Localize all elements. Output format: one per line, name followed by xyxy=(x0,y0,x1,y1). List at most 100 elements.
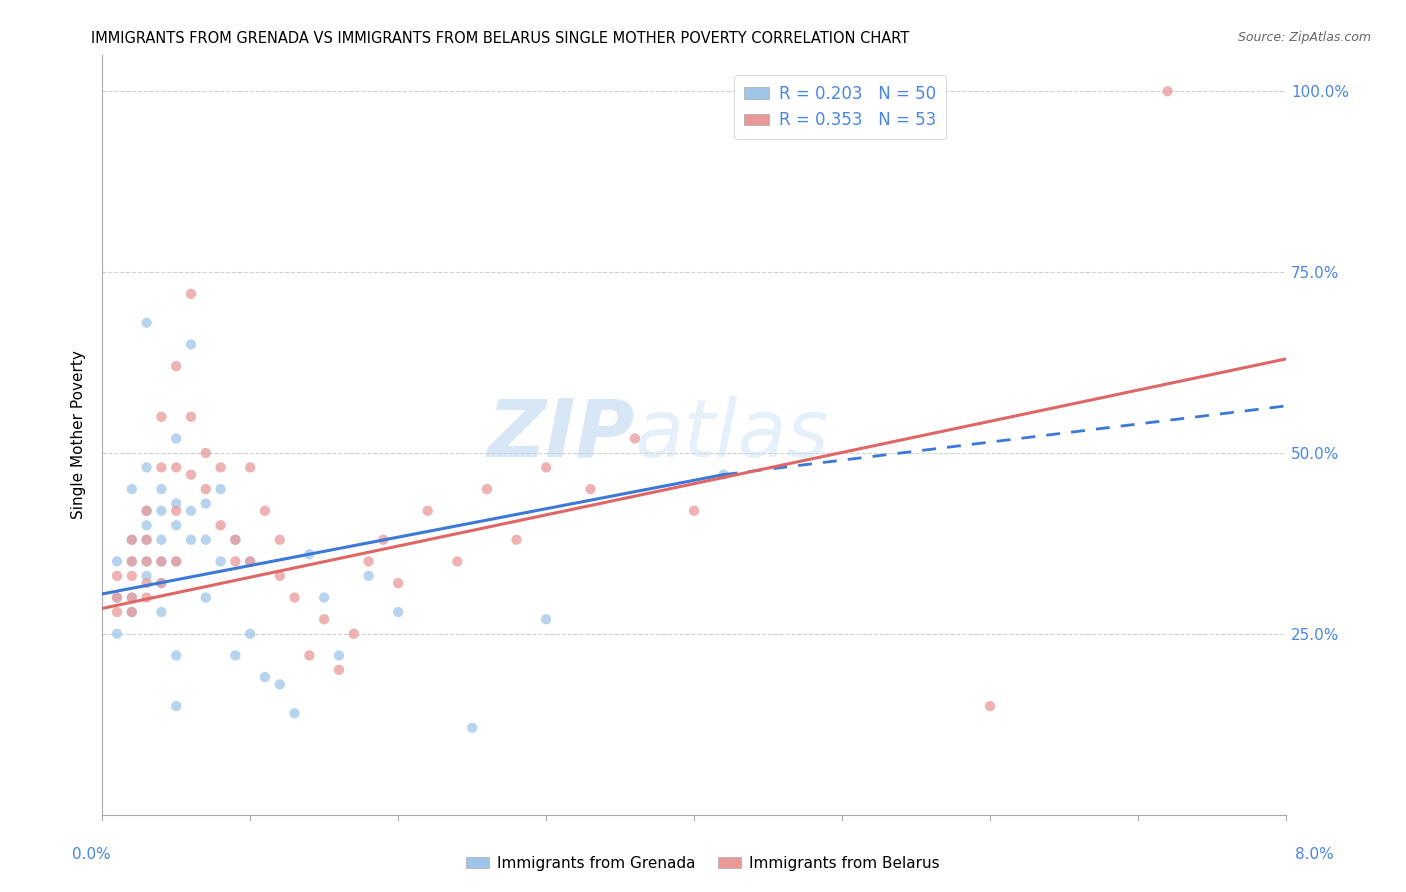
Point xyxy=(121,482,143,496)
Point xyxy=(239,554,262,568)
Text: atlas: atlas xyxy=(636,396,830,474)
Point xyxy=(135,591,157,605)
Point xyxy=(150,533,173,547)
Point xyxy=(121,554,143,568)
Point xyxy=(446,554,468,568)
Point xyxy=(194,591,217,605)
Point xyxy=(194,482,217,496)
Point xyxy=(328,663,350,677)
Point xyxy=(269,569,291,583)
Point xyxy=(239,460,262,475)
Point xyxy=(180,409,202,424)
Point xyxy=(269,677,291,691)
Point xyxy=(180,533,202,547)
Text: IMMIGRANTS FROM GRENADA VS IMMIGRANTS FROM BELARUS SINGLE MOTHER POVERTY CORRELA: IMMIGRANTS FROM GRENADA VS IMMIGRANTS FR… xyxy=(91,31,910,46)
Point xyxy=(135,504,157,518)
Point xyxy=(121,554,143,568)
Point xyxy=(105,569,128,583)
Point xyxy=(150,554,173,568)
Point xyxy=(505,533,527,547)
Point xyxy=(135,504,157,518)
Point xyxy=(387,576,409,591)
Point xyxy=(357,554,380,568)
Point xyxy=(224,554,246,568)
Point xyxy=(165,699,187,714)
Point xyxy=(165,518,187,533)
Point xyxy=(135,554,157,568)
Point xyxy=(475,482,498,496)
Point xyxy=(239,554,262,568)
Point xyxy=(165,554,187,568)
Point xyxy=(105,626,128,640)
Point xyxy=(150,576,173,591)
Point xyxy=(209,482,232,496)
Point xyxy=(165,432,187,446)
Point xyxy=(1156,84,1178,98)
Point xyxy=(979,699,1001,714)
Point xyxy=(121,605,143,619)
Point xyxy=(284,706,307,721)
Point xyxy=(165,504,187,518)
Point xyxy=(121,591,143,605)
Point xyxy=(713,467,735,482)
Point xyxy=(135,533,157,547)
Legend: Immigrants from Grenada, Immigrants from Belarus: Immigrants from Grenada, Immigrants from… xyxy=(460,850,946,877)
Point xyxy=(314,612,336,626)
Point xyxy=(224,533,246,547)
Text: 8.0%: 8.0% xyxy=(1295,847,1334,862)
Point xyxy=(180,504,202,518)
Point xyxy=(150,576,173,591)
Point xyxy=(135,533,157,547)
Point xyxy=(135,554,157,568)
Point xyxy=(180,286,202,301)
Legend: R = 0.203   N = 50, R = 0.353   N = 53: R = 0.203 N = 50, R = 0.353 N = 53 xyxy=(734,75,946,139)
Point xyxy=(150,460,173,475)
Point xyxy=(239,626,262,640)
Point xyxy=(135,518,157,533)
Point xyxy=(328,648,350,663)
Point xyxy=(180,467,202,482)
Point xyxy=(180,337,202,351)
Point xyxy=(150,482,173,496)
Point xyxy=(209,518,232,533)
Point xyxy=(461,721,484,735)
Point xyxy=(357,569,380,583)
Point xyxy=(224,648,246,663)
Point xyxy=(165,648,187,663)
Point xyxy=(150,605,173,619)
Point xyxy=(284,591,307,605)
Y-axis label: Single Mother Poverty: Single Mother Poverty xyxy=(72,351,86,519)
Point xyxy=(121,533,143,547)
Point xyxy=(121,569,143,583)
Point xyxy=(165,497,187,511)
Point xyxy=(224,533,246,547)
Point xyxy=(105,591,128,605)
Point xyxy=(150,504,173,518)
Point xyxy=(298,547,321,561)
Point xyxy=(343,626,366,640)
Point xyxy=(150,554,173,568)
Text: ZIP: ZIP xyxy=(488,396,636,474)
Point xyxy=(209,554,232,568)
Point xyxy=(194,497,217,511)
Point xyxy=(105,554,128,568)
Point xyxy=(121,591,143,605)
Point xyxy=(135,569,157,583)
Point xyxy=(253,504,276,518)
Point xyxy=(373,533,395,547)
Point xyxy=(105,605,128,619)
Point xyxy=(194,533,217,547)
Point xyxy=(416,504,439,518)
Point xyxy=(135,576,157,591)
Point xyxy=(135,316,157,330)
Point xyxy=(269,533,291,547)
Text: Source: ZipAtlas.com: Source: ZipAtlas.com xyxy=(1237,31,1371,45)
Point xyxy=(165,460,187,475)
Point xyxy=(135,460,157,475)
Text: 0.0%: 0.0% xyxy=(72,847,111,862)
Point xyxy=(165,359,187,373)
Point xyxy=(121,533,143,547)
Point xyxy=(387,605,409,619)
Point xyxy=(298,648,321,663)
Point xyxy=(209,460,232,475)
